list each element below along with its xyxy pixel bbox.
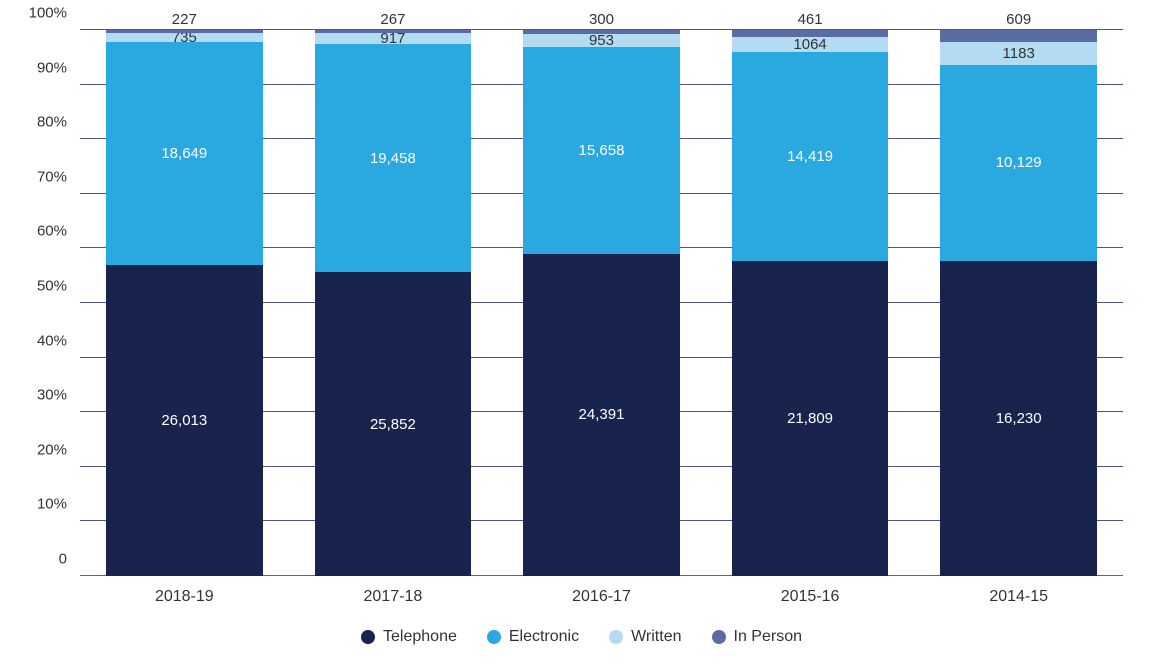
segment-label-written: 953 [589,33,614,48]
segment-label-telephone: 25,852 [370,417,416,432]
y-tick-label: 0 [59,551,67,568]
x-axis-labels: 2018-192017-182016-172015-162014-15 [80,588,1123,606]
bar-segment-telephone: 21,809 [732,261,888,576]
bar-slot: 21,809 14,419 1064461 [706,30,915,576]
y-tick-label: 20% [37,441,67,458]
x-tick-label: 2016-17 [497,588,706,606]
legend-label: In Person [734,628,802,646]
y-tick-label: 80% [37,114,67,131]
segment-label-telephone: 26,013 [161,413,207,428]
plot-area: 26,013 18,649 735227 25,852 19,458 917267 24,3… [80,30,1123,576]
segment-label-electronic: 10,129 [996,155,1042,170]
bar-segment-written: 735 [106,33,262,42]
segment-label-electronic: 18,649 [161,146,207,161]
legend: Telephone Electronic Written In Person [20,628,1143,646]
bar-segment-inperson: 461 [732,30,888,37]
legend-label: Electronic [509,628,579,646]
bar-segment-electronic: 18,649 [106,42,262,265]
stacked-bar: 24,391 15,658 953300 [523,30,679,576]
legend-swatch-icon [609,630,623,644]
segment-label-inperson: 300 [589,12,614,27]
legend-item-electronic: Electronic [487,628,579,646]
bar-segment-electronic: 19,458 [315,44,471,273]
stacked-bar-chart: 010%20%30%40%50%60%70%80%90%100% 26,0131… [20,20,1143,646]
bar-segment-electronic: 15,658 [523,47,679,254]
stacked-bar: 25,852 19,458 917267 [315,30,471,576]
bar-segment-electronic: 14,419 [732,52,888,261]
y-axis-labels: 010%20%30%40%50%60%70%80%90%100% [20,30,75,576]
segment-label-inperson: 267 [380,12,405,27]
segment-label-electronic: 14,419 [787,149,833,164]
bar-segment-inperson: 300 [523,30,679,34]
bar-segment-written: 1183 [940,42,1096,65]
legend-label: Telephone [383,628,457,646]
segment-label-written: 917 [380,31,405,46]
y-tick-label: 60% [37,223,67,240]
x-tick-label: 2018-19 [80,588,289,606]
bar-segment-inperson: 609 [940,30,1096,42]
bar-segment-telephone: 25,852 [315,272,471,576]
bars-container: 26,013 18,649 735227 25,852 19,458 917267 24,3… [80,30,1123,576]
x-tick-label: 2014-15 [914,588,1123,606]
y-tick-label: 10% [37,496,67,513]
segment-label-telephone: 21,809 [787,411,833,426]
bar-segment-telephone: 26,013 [106,265,262,576]
segment-label-inperson: 461 [798,12,823,27]
bar-segment-inperson: 227 [106,30,262,33]
legend-label: Written [631,628,681,646]
bar-segment-written: 1064 [732,37,888,52]
bar-slot: 26,013 18,649 735227 [80,30,289,576]
legend-item-inperson: In Person [712,628,802,646]
y-tick-label: 30% [37,387,67,404]
segment-label-electronic: 15,658 [579,143,625,158]
y-tick-label: 40% [37,332,67,349]
segment-label-telephone: 24,391 [579,407,625,422]
bar-segment-inperson: 267 [315,30,471,33]
legend-item-telephone: Telephone [361,628,457,646]
y-tick-label: 100% [29,5,67,22]
bar-segment-electronic: 10,129 [940,65,1096,261]
legend-swatch-icon [361,630,375,644]
legend-swatch-icon [487,630,501,644]
stacked-bar: 21,809 14,419 1064461 [732,30,888,576]
y-tick-label: 90% [37,59,67,76]
segment-label-written: 1183 [1003,46,1035,61]
segment-label-telephone: 16,230 [996,411,1042,426]
bar-segment-written: 953 [523,34,679,47]
x-tick-label: 2015-16 [706,588,915,606]
bar-segment-written: 917 [315,33,471,44]
legend-item-written: Written [609,628,681,646]
segment-label-inperson: 227 [172,12,197,27]
bar-segment-telephone: 24,391 [523,254,679,576]
segment-label-written: 1064 [793,37,826,52]
segment-label-inperson: 609 [1006,12,1031,27]
bar-slot: 16,230 10,129 1183 609 [914,30,1123,576]
bar-slot: 24,391 15,658 953300 [497,30,706,576]
bar-slot: 25,852 19,458 917267 [289,30,498,576]
legend-swatch-icon [712,630,726,644]
stacked-bar: 26,013 18,649 735227 [106,30,262,576]
segment-label-electronic: 19,458 [370,151,416,166]
y-tick-label: 70% [37,168,67,185]
bar-segment-telephone: 16,230 [940,261,1096,576]
y-tick-label: 50% [37,278,67,295]
x-tick-label: 2017-18 [289,588,498,606]
stacked-bar: 16,230 10,129 1183 609 [940,30,1096,576]
